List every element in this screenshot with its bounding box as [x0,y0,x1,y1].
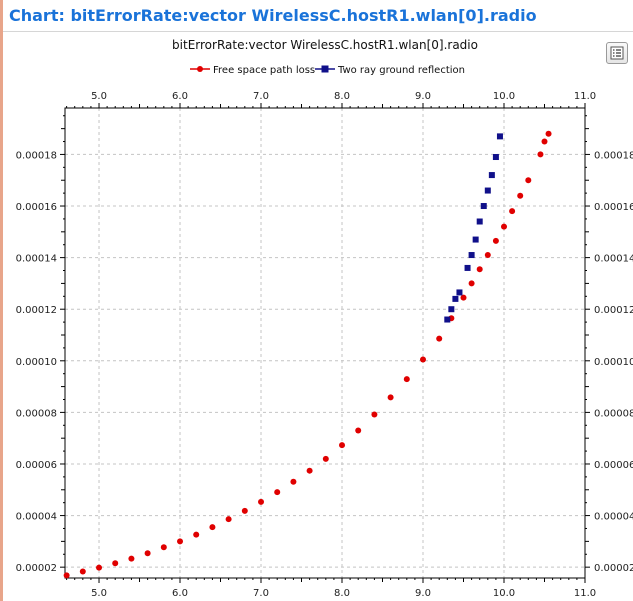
x-tick-label-bottom: 6.0 [172,588,188,599]
y-tick-label-left: 0.00012 [16,305,57,316]
point-free-space-path-loss [517,192,524,199]
point-free-space-path-loss [112,560,119,567]
chart-menu-button[interactable] [606,42,628,64]
point-free-space-path-loss [545,130,552,137]
point-two-ray-ground-reflection [484,187,491,194]
series-free-space-path-loss [63,130,552,579]
point-free-space-path-loss [322,455,329,462]
point-two-ray-ground-reflection [488,172,495,179]
point-free-space-path-loss [258,498,265,505]
y-tick-label-right: 0.00008 [594,408,633,419]
x-tick-label-top: 11.0 [574,91,596,102]
x-tick-label-bottom: 5.0 [91,588,107,599]
point-two-ray-ground-reflection [476,218,483,225]
legend-marker-two-ray [321,65,329,73]
legend-marker-free-space [197,66,203,72]
point-two-ray-ground-reflection [456,289,463,296]
chart-area: bitErrorRate:vector WirelessC.hostR1.wla… [16,38,633,599]
point-free-space-path-loss [537,151,544,158]
x-tick-label-top: 9.0 [415,91,431,102]
point-free-space-path-loss [436,335,443,342]
x-tick-label-top: 5.0 [91,91,107,102]
point-two-ray-ground-reflection [492,154,499,161]
axis-tick-labels: 5.0 5.0 6.0 6.0 7.0 7.0 8.0 8.0 9.0 9.0 10.0 10.0 11… [16,91,633,599]
point-free-space-path-loss [403,376,410,383]
point-free-space-path-loss [79,568,86,575]
point-free-space-path-loss [371,411,378,418]
chart-title: bitErrorRate:vector WirelessC.hostR1.wla… [172,38,478,52]
point-two-ray-ground-reflection [496,133,503,140]
point-free-space-path-loss [468,280,475,287]
point-free-space-path-loss [509,208,516,215]
y-tick-label-left: 0.00010 [16,357,57,368]
point-free-space-path-loss [492,237,499,244]
legend: Free space path loss Two ray ground refl… [190,65,465,76]
y-tick-label-left: 0.00004 [16,512,57,523]
point-free-space-path-loss [420,356,427,363]
x-tick-label-bottom: 10.0 [493,588,515,599]
point-free-space-path-loss [290,478,297,485]
axis-ticks [60,103,590,583]
point-free-space-path-loss [501,223,508,230]
y-tick-label-left: 0.00008 [16,408,57,419]
y-tick-label-right: 0.00016 [594,202,633,213]
point-free-space-path-loss [160,544,167,551]
x-tick-label-bottom: 7.0 [253,588,269,599]
point-free-space-path-loss [209,524,216,531]
point-two-ray-ground-reflection [480,203,487,210]
plot-frame [64,107,586,579]
x-tick-label-top: 10.0 [493,91,515,102]
x-tick-label-bottom: 11.0 [574,588,596,599]
point-free-space-path-loss [339,442,346,449]
legend-label-free-space: Free space path loss [213,65,315,76]
y-tick-label-right: 0.00004 [594,512,633,523]
point-two-ray-ground-reflection [472,236,479,243]
list-icon [610,46,624,60]
point-free-space-path-loss [525,177,532,184]
x-tick-label-top: 7.0 [253,91,269,102]
point-free-space-path-loss [484,252,491,259]
point-free-space-path-loss [144,550,151,557]
legend-label-two-ray: Two ray ground reflection [337,65,465,76]
point-free-space-path-loss [355,427,362,434]
y-tick-label-right: 0.00006 [594,460,633,471]
point-two-ray-ground-reflection [468,252,475,259]
y-tick-label-left: 0.00016 [16,202,57,213]
header-title: Chart: bitErrorRate:vector WirelessC.hos… [9,6,537,25]
point-free-space-path-loss [225,516,232,523]
y-tick-label-right: 0.00014 [594,254,633,265]
y-tick-label-left: 0.00018 [16,150,57,161]
point-two-ray-ground-reflection [448,306,455,313]
y-tick-label-right: 0.00018 [594,150,633,161]
chart-header: Chart: bitErrorRate:vector WirelessC.hos… [3,0,633,32]
x-tick-label-top: 8.0 [334,91,350,102]
point-free-space-path-loss [387,394,394,401]
point-free-space-path-loss [476,266,483,273]
point-two-ray-ground-reflection [464,264,471,271]
grid-lines [65,108,585,578]
point-free-space-path-loss [274,489,281,496]
point-two-ray-ground-reflection [452,295,459,302]
y-tick-label-left: 0.00014 [16,254,57,265]
point-free-space-path-loss [541,138,548,145]
y-tick-label-right: 0.00010 [594,357,633,368]
point-free-space-path-loss [128,555,135,562]
y-tick-label-right: 0.00012 [594,305,633,316]
point-two-ray-ground-reflection [444,316,451,323]
y-tick-label-left: 0.00002 [16,563,57,574]
series-two-ray-ground-reflection [444,133,503,323]
point-free-space-path-loss [460,294,467,301]
point-free-space-path-loss [193,531,200,538]
x-tick-label-top: 6.0 [172,91,188,102]
y-tick-label-left: 0.00006 [16,460,57,471]
point-free-space-path-loss [306,467,313,474]
x-tick-label-bottom: 9.0 [415,588,431,599]
point-free-space-path-loss [241,507,248,514]
point-free-space-path-loss [96,564,103,571]
y-tick-label-right: 0.00002 [594,563,633,574]
x-tick-label-bottom: 8.0 [334,588,350,599]
point-free-space-path-loss [63,572,70,579]
point-free-space-path-loss [177,538,184,545]
